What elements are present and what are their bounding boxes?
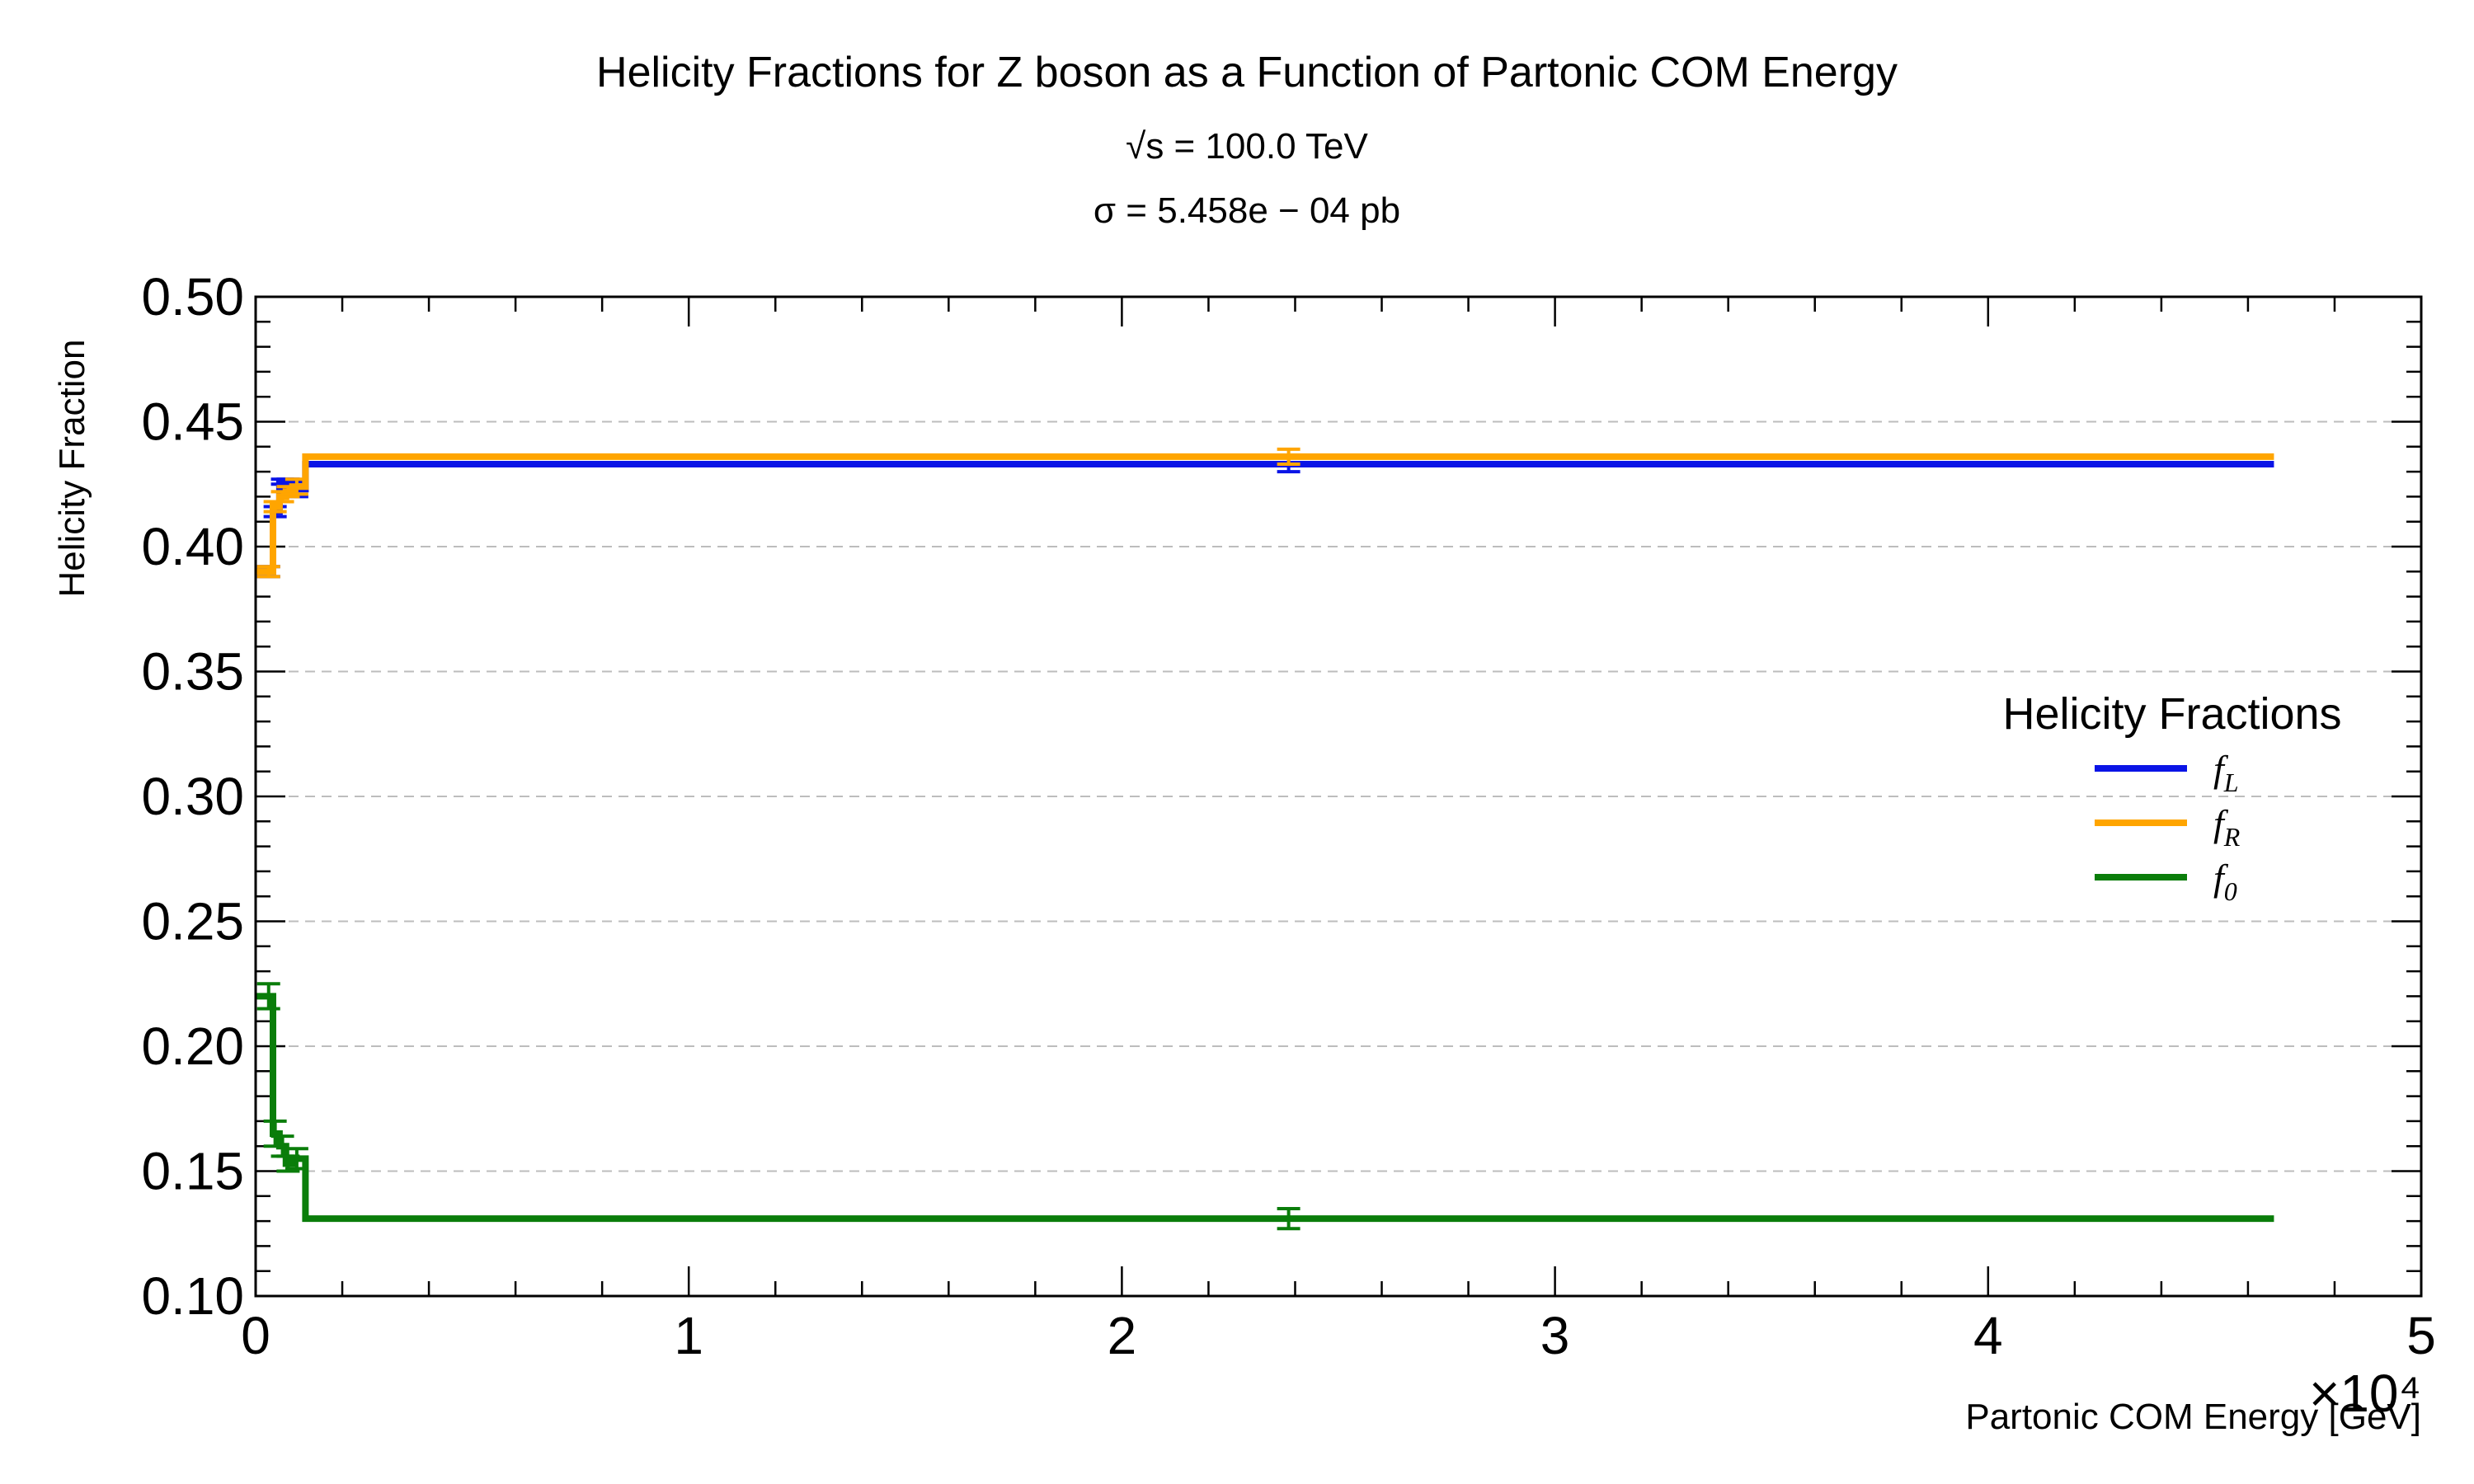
step-line-f-0 — [256, 993, 2274, 1223]
y-tick-label: 0.10 — [141, 1266, 244, 1326]
legend-entry: fL — [2095, 748, 2239, 797]
chart-title: Helicity Fractions for Z boson as a Func… — [596, 49, 1898, 96]
grid-lines — [256, 420, 2421, 1172]
error-bar — [1277, 447, 1300, 467]
y-tick-label: 0.20 — [141, 1017, 244, 1076]
x-tick-label: 1 — [674, 1306, 703, 1365]
series-f-0 — [256, 982, 2274, 1231]
series-f-r — [256, 447, 2274, 579]
x-offset-label: ×10⁴ — [2309, 1364, 2421, 1423]
axis-ticks — [254, 295, 2423, 1298]
y-tick-labels: 0.10 0.15 0.20 0.25 0.30 0.35 0.40 0.45 0.50 — [141, 267, 244, 1326]
plot-frame — [254, 295, 2423, 1298]
error-bar — [285, 477, 308, 496]
legend-entry: f0 — [2095, 857, 2237, 906]
y-tick-label: 0.15 — [141, 1142, 244, 1201]
y-tick-label: 0.35 — [141, 642, 244, 702]
legend-title: Helicity Fractions — [2002, 689, 2341, 739]
x-tick-label: 3 — [1540, 1306, 1570, 1365]
x-tick-label: 5 — [2406, 1306, 2436, 1365]
chart-subtitle-cross-section: σ = 5.458e − 04 pb — [1094, 190, 1400, 231]
error-bar — [256, 982, 280, 1011]
x-axis-label: Partonic COM Energy [GeV] — [1965, 1397, 2421, 1437]
step-line-f-l — [256, 461, 2274, 575]
data-series — [256, 447, 2274, 1231]
error-bar — [256, 565, 280, 579]
x-tick-labels: 0 1 2 3 4 5 — [241, 1306, 2436, 1365]
y-tick-label: 0.40 — [141, 517, 244, 576]
error-bar — [1277, 1206, 1300, 1231]
legend-label: fR — [2213, 802, 2241, 852]
x-tick-label: 0 — [241, 1306, 270, 1365]
legend-label: f0 — [2213, 857, 2237, 906]
legend-label: fL — [2213, 748, 2239, 797]
chart-subtitle-sqrt-s: √s = 100.0 TeV — [1126, 126, 1368, 167]
y-axis-label: Helicity Fraction — [52, 340, 92, 598]
legend-entry: fR — [2095, 802, 2241, 852]
x-tick-label: 4 — [1973, 1306, 2003, 1365]
legend: Helicity Fractions fL fR f0 — [2002, 689, 2341, 906]
x-tick-label: 2 — [1108, 1306, 1137, 1365]
y-tick-label: 0.30 — [141, 767, 244, 826]
y-tick-label: 0.45 — [141, 392, 244, 452]
error-bar — [285, 1147, 308, 1171]
step-line-f-r — [256, 453, 2274, 575]
y-tick-label: 0.25 — [141, 892, 244, 951]
series-f-l — [256, 454, 2274, 579]
y-tick-label: 0.50 — [141, 267, 244, 326]
